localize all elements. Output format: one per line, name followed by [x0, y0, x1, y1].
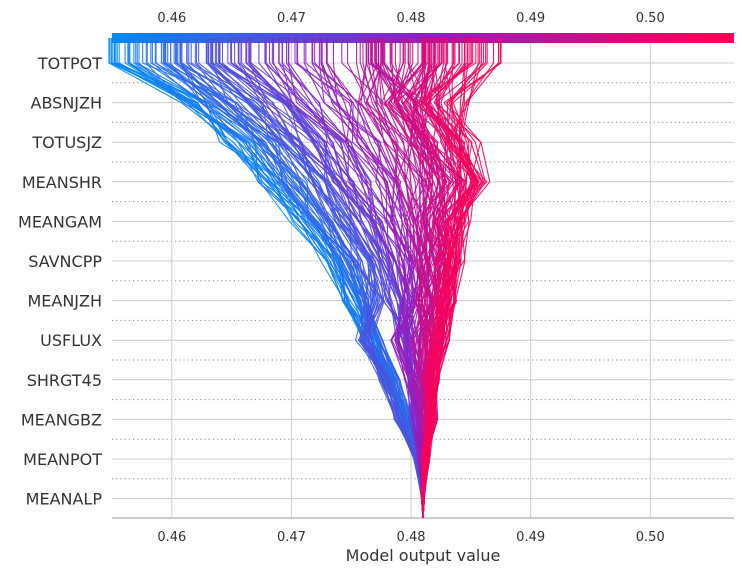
bottom-tick-label: 0.48 — [397, 530, 426, 545]
feature-label-totpot: TOTPOT — [37, 54, 102, 73]
decision-path — [422, 38, 500, 519]
feature-label-meangam: MEANGAM — [18, 212, 102, 231]
feature-label-usflux: USFLUX — [40, 331, 102, 350]
labels-layer: TOTPOT ABSNJZH TOTUSJZ MEANSHR MEANGAM SAVNCP… — [18, 11, 665, 565]
feature-label-shrgt45: SHRGT45 — [27, 371, 102, 390]
decision-path — [420, 38, 502, 519]
decision-path — [421, 38, 502, 519]
feature-label-savncpp: SAVNCPP — [28, 252, 102, 271]
bottom-tick-label: 0.49 — [516, 530, 545, 545]
top-tick-label: 0.46 — [157, 11, 186, 26]
feature-label-meanalp: MEANALP — [26, 490, 103, 509]
feature-label-totusjz: TOTUSJZ — [31, 133, 102, 152]
top-tick-label: 0.49 — [516, 11, 545, 26]
decision-path — [332, 38, 424, 519]
decision-path — [216, 38, 425, 519]
decision-path — [326, 38, 425, 519]
decision-path — [422, 38, 485, 519]
feature-label-meangbz: MEANGBZ — [21, 410, 102, 429]
top-tick-label: 0.48 — [397, 11, 426, 26]
decision-path — [421, 38, 477, 519]
decision-path — [212, 38, 424, 519]
bottom-tick-label: 0.47 — [277, 530, 306, 545]
x-axis-title: Model output value — [346, 546, 501, 565]
top-tick-label: 0.47 — [277, 11, 306, 26]
feature-label-meanshr: MEANSHR — [22, 173, 102, 192]
bottom-tick-label: 0.50 — [636, 530, 665, 545]
feature-label-meanjzh: MEANJZH — [27, 292, 102, 311]
bottom-tick-label: 0.46 — [157, 530, 186, 545]
feature-label-meanpot: MEANPOT — [23, 450, 102, 469]
top-tick-label: 0.50 — [636, 11, 665, 26]
feature-label-absnjzh: ABSNJZH — [31, 94, 102, 113]
decision-paths-layer — [108, 38, 502, 519]
